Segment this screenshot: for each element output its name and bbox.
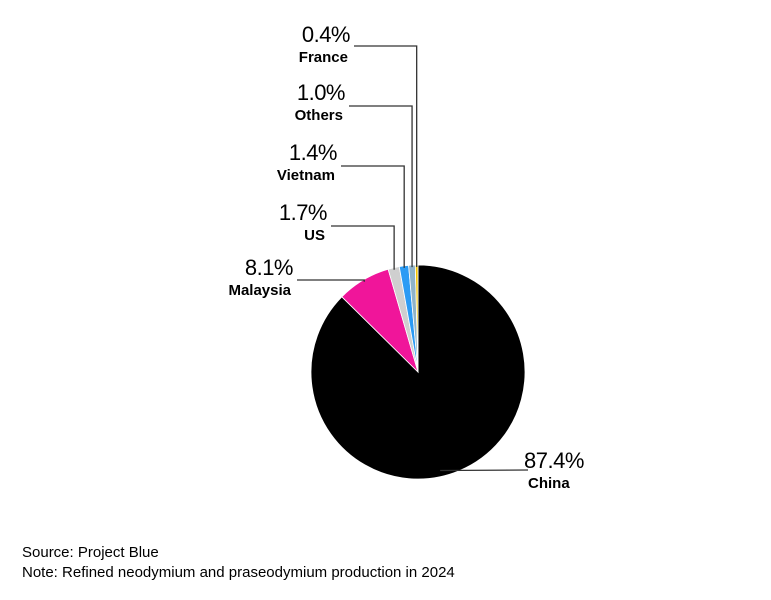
category-label-france: France [299,49,348,66]
leader-malaysia [297,279,365,282]
value-label-malaysia: 8.1% [245,255,293,280]
leader-china [440,469,529,472]
footnote: Note: Refined neodymium and praseodymium… [22,564,455,581]
category-label-malaysia: Malaysia [228,282,291,299]
pie-slices [310,264,526,480]
pie-chart: 87.4% China 8.1% Malaysia 1.7% US 1.4% Vietnam 1… [228,22,584,492]
leader-us [331,225,395,270]
category-label-china: China [528,475,570,492]
category-label-others: Others [295,107,343,124]
source-note: Source: Project Blue [22,544,159,561]
category-label-vietnam: Vietnam [277,167,335,184]
leader-france [354,45,418,268]
slice-labels: 87.4% China 8.1% Malaysia 1.7% US 1.4% Vietnam 1… [228,22,584,492]
category-label-us: US [304,227,325,244]
leader-lines [297,45,529,472]
value-label-us: 1.7% [279,200,327,225]
value-label-others: 1.0% [297,80,345,105]
chart-footer: Source: Project Blue Note: Refined neody… [22,543,455,583]
value-label-vietnam: 1.4% [289,140,337,165]
value-label-france: 0.4% [302,22,350,47]
value-label-china: 87.4% [524,448,584,473]
leader-vietnam [341,165,405,268]
leader-others [349,105,413,268]
